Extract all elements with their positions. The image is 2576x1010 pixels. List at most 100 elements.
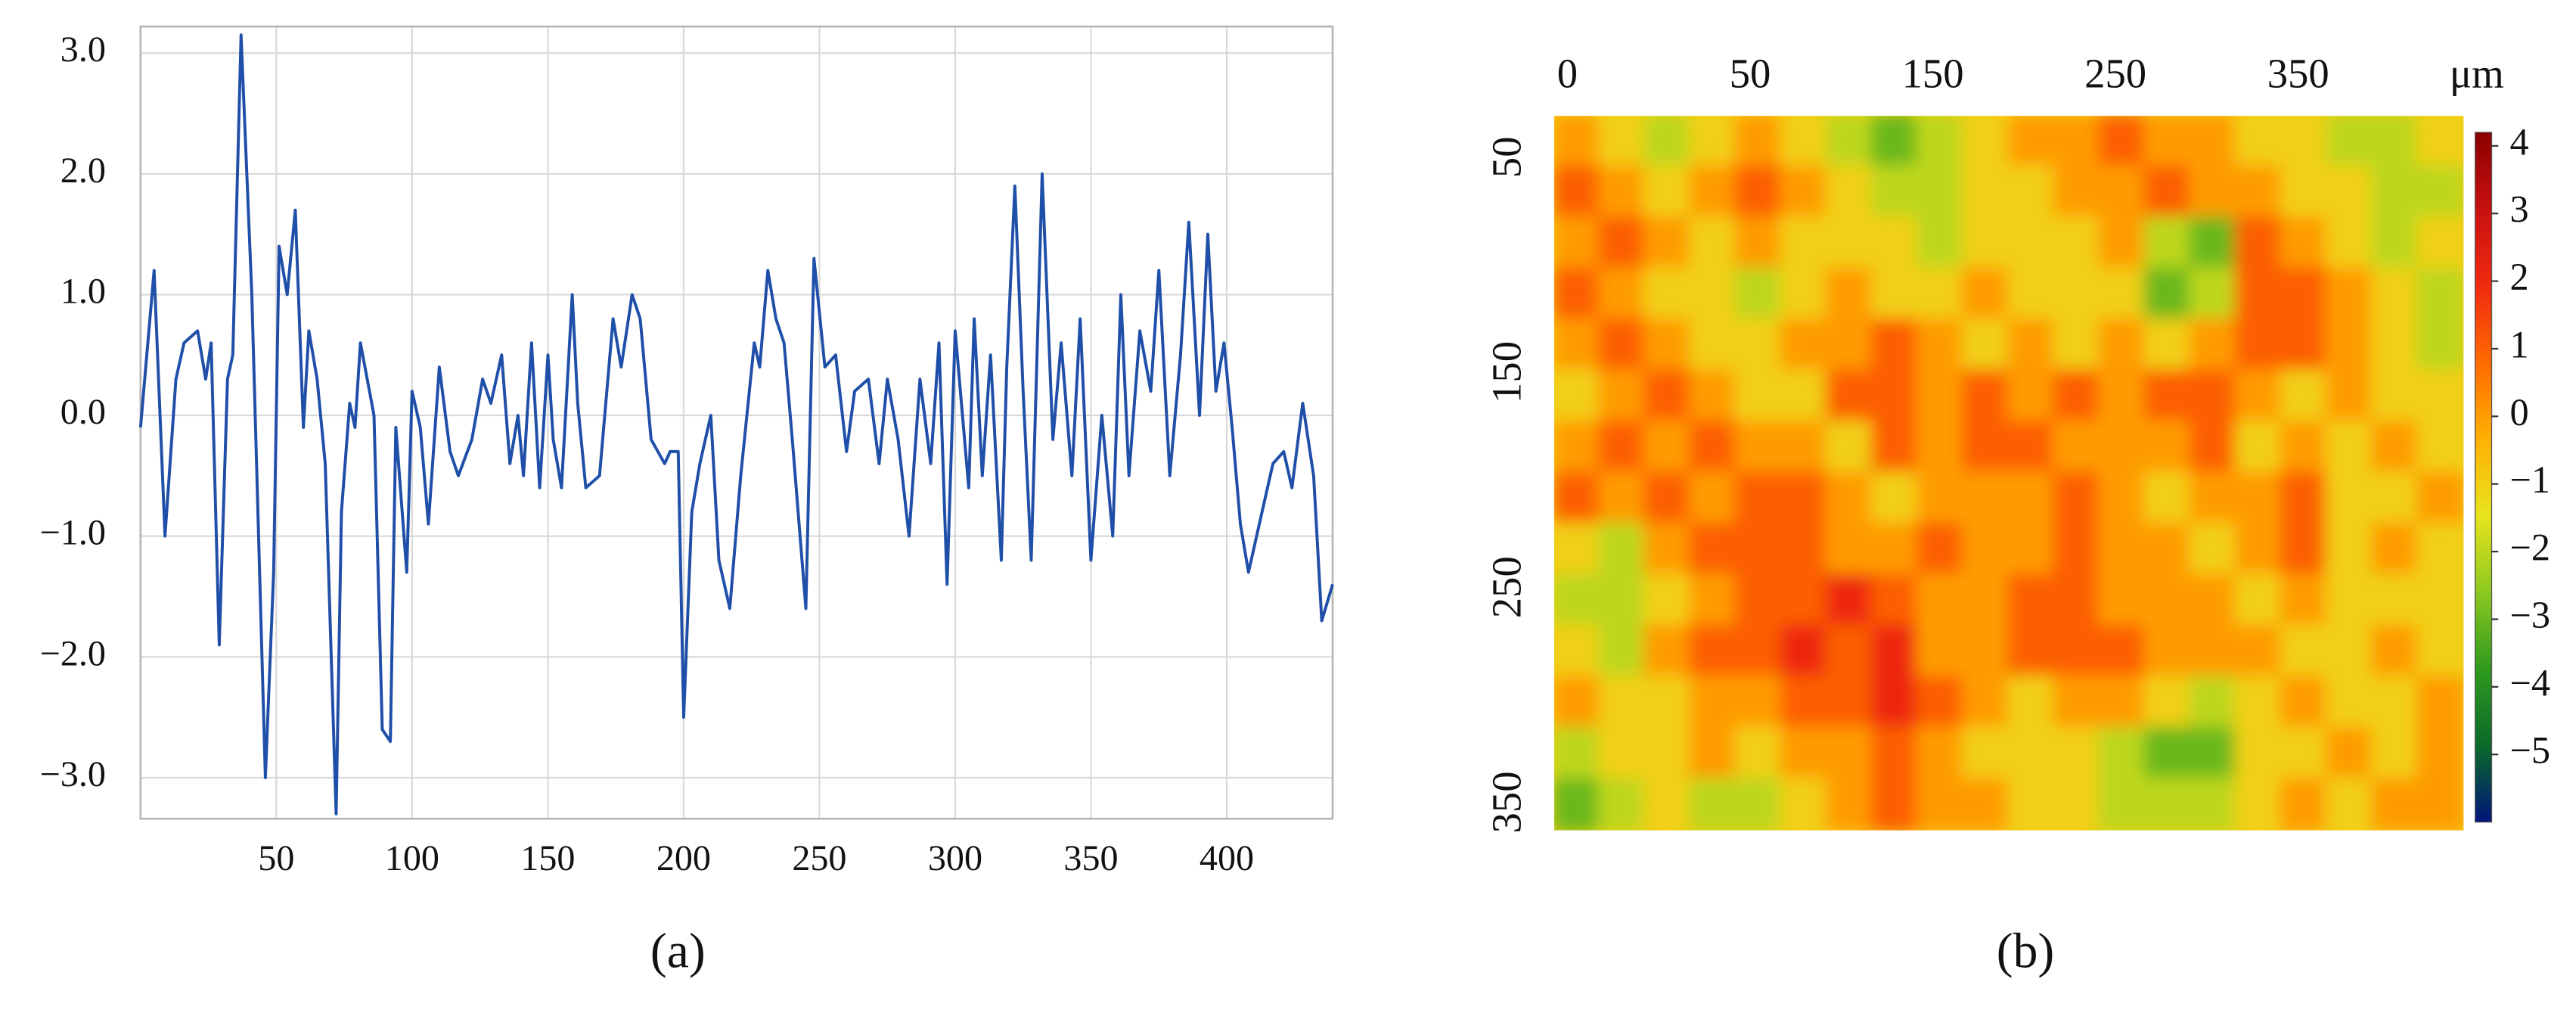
heat-cell <box>2006 675 2056 730</box>
heat-cell <box>1825 573 1874 628</box>
heat-cell <box>2098 726 2147 782</box>
heat-cell <box>1825 369 1874 424</box>
heat-cell <box>1643 318 1693 373</box>
heat-cell <box>1916 318 1966 373</box>
heat-cell <box>2006 573 2056 628</box>
heat-cell <box>1870 267 1920 322</box>
y-tick-label: 1.0 <box>61 271 106 311</box>
heat-cell <box>2234 116 2284 169</box>
heat-cell <box>2280 420 2329 475</box>
heat-cell <box>2234 165 2284 220</box>
heat-cell <box>2416 267 2464 322</box>
y-tick-label: −3.0 <box>40 754 106 794</box>
heat-cell <box>2234 675 2284 730</box>
colorbar-label: −4 <box>2510 661 2550 704</box>
heat-cell <box>2416 369 2464 424</box>
colorbar-label: −3 <box>2510 594 2550 636</box>
x-tick-label: 100 <box>385 838 439 878</box>
x-tick-label: 300 <box>928 838 982 878</box>
heat-cell <box>2143 471 2193 526</box>
heat-cell <box>2189 116 2238 169</box>
heat-cell <box>1825 624 1874 679</box>
heat-cell <box>1734 777 1783 831</box>
heat-cell <box>2325 318 2375 373</box>
heat-cell <box>2006 522 2056 577</box>
heat-cell <box>1643 471 1693 526</box>
heat-cell <box>2143 573 2193 628</box>
heat-cell <box>2098 624 2147 679</box>
heat-cell <box>2234 624 2284 679</box>
y-tick-label: 0.0 <box>61 392 106 432</box>
x-tick-label: 50 <box>258 838 294 878</box>
heat-cell <box>1553 726 1602 782</box>
heat-cell <box>1780 267 1829 322</box>
heat-cell <box>1916 726 1966 782</box>
heat-cell <box>1825 116 1874 169</box>
heat-cell <box>1825 675 1874 730</box>
heat-cell <box>2006 267 2056 322</box>
heat-cell <box>2189 624 2238 679</box>
heat-cell <box>2143 624 2193 679</box>
heat-cell <box>2416 216 2464 271</box>
heat-cell <box>2280 116 2329 169</box>
heat-cell <box>2143 522 2193 577</box>
heat-cell <box>2234 522 2284 577</box>
heat-cell <box>1643 522 1693 577</box>
heat-cell <box>2370 675 2420 730</box>
heat-cell <box>1825 777 1874 831</box>
heat-cell <box>2234 420 2284 475</box>
heat-cell <box>2143 420 2193 475</box>
heat-cell <box>2098 116 2147 169</box>
heat-cell <box>1734 726 1783 782</box>
heat-cell <box>1553 318 1602 373</box>
heat-cell <box>2416 471 2464 526</box>
heat-cell <box>1734 165 1783 220</box>
heat-cell <box>2098 522 2147 577</box>
heat-cell <box>2053 726 2102 782</box>
heat-cell <box>1689 267 1738 322</box>
heat-cell <box>1689 471 1738 526</box>
heat-cell <box>1870 165 1920 220</box>
heat-cell <box>1643 675 1693 730</box>
heat-cell <box>1734 471 1783 526</box>
heat-cell <box>1689 675 1738 730</box>
heat-cell <box>2053 573 2102 628</box>
heat-cell <box>1870 216 1920 271</box>
row-label: 50 <box>1484 136 1530 178</box>
colorbar-label: −2 <box>2510 527 2550 569</box>
heat-cell <box>1825 267 1874 322</box>
heat-cell <box>1553 420 1602 475</box>
x-tick-label: 200 <box>656 838 711 878</box>
heat-cell <box>1961 675 2011 730</box>
heat-cell <box>1597 267 1647 322</box>
heat-cell <box>2098 777 2147 831</box>
unit-label: μm <box>2450 50 2504 96</box>
heat-cell <box>1780 573 1829 628</box>
heat-cell <box>2053 165 2102 220</box>
heat-cell <box>1734 116 1783 169</box>
heat-cell <box>2416 522 2464 577</box>
heat-cell <box>2053 116 2102 169</box>
heat-cell <box>1780 318 1829 373</box>
heat-cell <box>1689 420 1738 475</box>
heat-cell <box>1870 318 1920 373</box>
heat-cell <box>2098 165 2147 220</box>
y-tick-label: 2.0 <box>61 151 106 191</box>
heat-cell <box>2143 165 2193 220</box>
heat-cell <box>2234 777 2284 831</box>
heat-cell <box>1597 165 1647 220</box>
heat-cell <box>2053 318 2102 373</box>
heat-cell <box>1689 726 1738 782</box>
heat-cell <box>2234 726 2284 782</box>
heat-cell <box>2325 726 2375 782</box>
heat-cell <box>1643 624 1693 679</box>
row-label: 250 <box>1484 556 1530 618</box>
heat-cell <box>2234 369 2284 424</box>
heat-cell <box>2189 726 2238 782</box>
heat-cell <box>1553 522 1602 577</box>
heat-cell <box>2325 369 2375 424</box>
heat-cell <box>1870 369 1920 424</box>
heat-cell <box>2098 675 2147 730</box>
heat-cell <box>2370 522 2420 577</box>
